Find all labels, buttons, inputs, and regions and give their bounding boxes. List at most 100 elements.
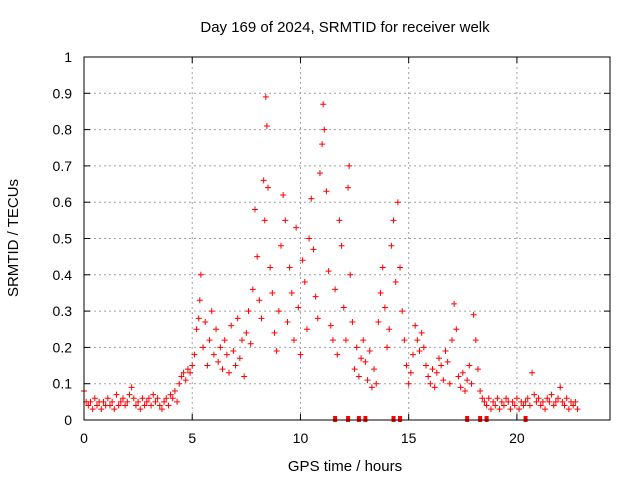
data-point xyxy=(429,366,436,373)
zero-marker xyxy=(346,416,351,422)
data-point xyxy=(355,373,362,380)
data-point xyxy=(104,395,111,402)
data-point xyxy=(503,395,510,402)
data-point xyxy=(496,406,503,413)
data-point xyxy=(143,398,150,405)
data-point xyxy=(200,344,207,351)
data-point xyxy=(293,224,300,231)
x-tick-label: 15 xyxy=(401,430,417,446)
zero-marker xyxy=(356,416,361,422)
data-point xyxy=(529,369,536,376)
data-point xyxy=(93,402,100,409)
data-point xyxy=(310,246,317,253)
data-point xyxy=(124,398,131,405)
zero-marker xyxy=(465,416,470,422)
data-point xyxy=(479,395,486,402)
data-point xyxy=(542,406,549,413)
x-tick-label: 20 xyxy=(509,430,525,446)
data-point xyxy=(522,398,529,405)
data-point xyxy=(280,191,287,198)
data-point xyxy=(195,315,202,322)
data-point xyxy=(226,369,233,376)
data-point xyxy=(346,162,353,169)
data-point xyxy=(570,402,577,409)
data-point xyxy=(459,369,466,376)
data-point xyxy=(106,402,113,409)
data-point xyxy=(334,351,341,358)
data-point xyxy=(263,122,270,129)
data-point xyxy=(122,402,129,409)
data-point xyxy=(319,141,326,148)
data-point xyxy=(282,217,289,224)
data-point xyxy=(412,322,419,329)
data-point xyxy=(150,391,157,398)
data-point xyxy=(169,395,176,402)
data-point xyxy=(295,304,302,311)
data-point xyxy=(135,398,142,405)
data-point xyxy=(492,402,499,409)
data-point xyxy=(451,300,458,307)
y-tick-label: 0.8 xyxy=(53,122,73,138)
data-point xyxy=(440,377,447,384)
data-point xyxy=(544,395,551,402)
data-point xyxy=(392,279,399,286)
data-point xyxy=(184,366,191,373)
data-point xyxy=(247,340,254,347)
grid-lines xyxy=(84,57,610,420)
data-point xyxy=(221,337,228,344)
data-point xyxy=(197,271,204,278)
y-tick-label: 0 xyxy=(64,412,72,428)
zero-marker xyxy=(333,416,338,422)
data-point xyxy=(457,384,464,391)
data-point xyxy=(230,348,237,355)
zero-marker xyxy=(484,416,489,422)
data-point xyxy=(154,395,161,402)
data-point xyxy=(375,318,382,325)
data-point xyxy=(187,369,194,376)
data-point xyxy=(533,398,540,405)
data-point xyxy=(314,315,321,322)
data-point xyxy=(260,177,267,184)
data-point xyxy=(111,406,118,413)
data-point xyxy=(327,322,334,329)
data-point xyxy=(193,326,200,333)
data-point xyxy=(191,351,198,358)
data-point xyxy=(516,406,523,413)
data-point xyxy=(288,289,295,296)
data-point xyxy=(366,348,373,355)
data-point xyxy=(481,398,488,405)
data-point xyxy=(264,184,271,191)
y-tick-label: 0.3 xyxy=(53,303,73,319)
data-point xyxy=(414,337,421,344)
data-point xyxy=(438,362,445,369)
data-point xyxy=(399,308,406,315)
data-point xyxy=(312,293,319,300)
y-tick-label: 0.4 xyxy=(53,267,73,283)
zero-marker xyxy=(391,416,396,422)
data-point xyxy=(468,380,475,387)
data-point xyxy=(431,384,438,391)
data-point xyxy=(228,322,235,329)
data-point xyxy=(256,297,263,304)
data-point xyxy=(368,384,375,391)
data-point xyxy=(89,406,96,413)
data-point xyxy=(477,387,484,394)
data-point xyxy=(557,384,564,391)
data-point xyxy=(306,235,313,242)
data-point xyxy=(416,348,423,355)
data-point xyxy=(243,329,250,336)
data-point xyxy=(156,402,163,409)
data-point xyxy=(262,93,269,100)
data-point xyxy=(202,318,209,325)
data-points xyxy=(81,93,581,422)
data-point xyxy=(466,362,473,369)
data-point xyxy=(353,344,360,351)
data-point xyxy=(171,387,178,394)
data-point xyxy=(275,308,282,315)
y-tick-label: 0.7 xyxy=(53,158,73,174)
data-point xyxy=(483,402,490,409)
data-point xyxy=(500,402,507,409)
data-point xyxy=(464,377,471,384)
data-point xyxy=(498,398,505,405)
